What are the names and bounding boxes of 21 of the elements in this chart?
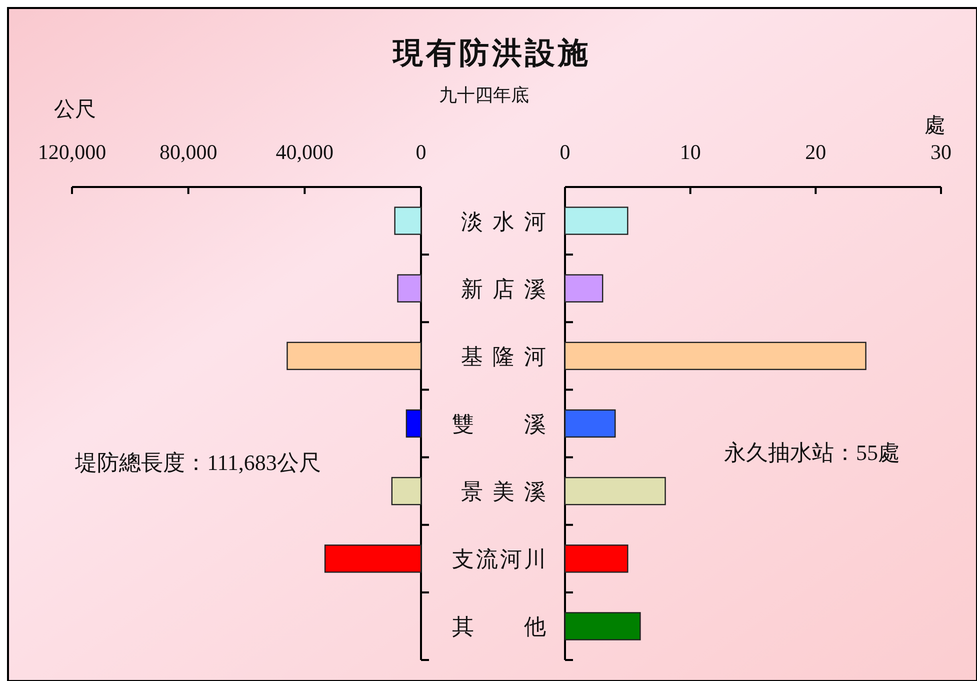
text: 九十四年底 bbox=[439, 85, 529, 105]
x-tick-label: 10 bbox=[680, 140, 701, 164]
x-tick-label: 0 bbox=[560, 140, 570, 164]
y-tick-label: 景 美 溪 bbox=[461, 479, 548, 504]
x-tick-label: 0 bbox=[416, 140, 426, 164]
annotation: 永久抽水站：55處 bbox=[724, 440, 900, 465]
y-tick-label: 雙 溪 bbox=[452, 412, 548, 436]
x-tick-label: 80,000 bbox=[159, 140, 218, 164]
y-tick-label: 淡 水 河 bbox=[461, 208, 548, 234]
x-axis-title: 公尺 bbox=[54, 97, 96, 121]
y-tick-label: 其 他 bbox=[452, 614, 548, 640]
y-tick-label: 新 店 溪 bbox=[461, 276, 548, 302]
x-axis-title: 處 bbox=[924, 113, 946, 137]
x-tick-label: 20 bbox=[805, 140, 826, 164]
text: 現有防洪設施 bbox=[392, 37, 591, 70]
x-tick-label: 120,000 bbox=[38, 140, 106, 164]
x-tick-label: 40,000 bbox=[276, 140, 334, 164]
y-tick-label: 支流河川 bbox=[452, 546, 548, 572]
y-tick-label: 基 隆 河 bbox=[461, 344, 548, 369]
x-tick-label: 30 bbox=[930, 140, 952, 164]
annotation: 堤防總長度：111,683公尺 bbox=[74, 450, 321, 475]
